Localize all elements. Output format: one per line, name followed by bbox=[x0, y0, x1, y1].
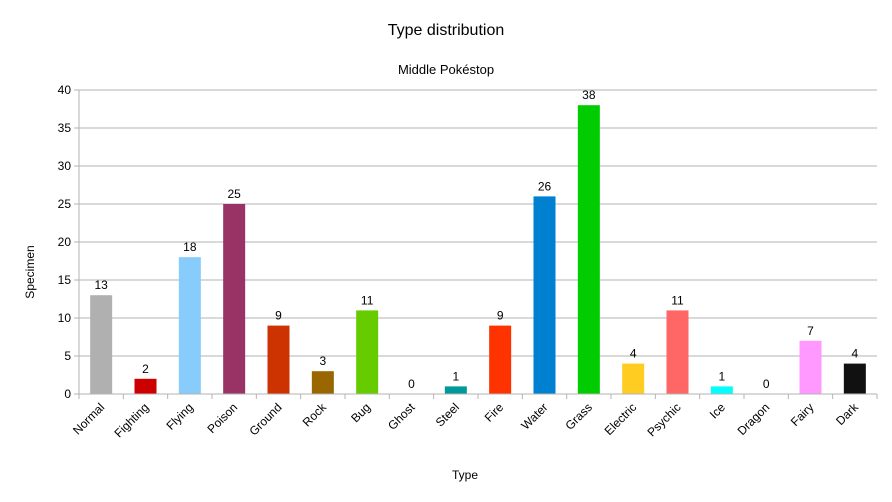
bar-poison bbox=[223, 204, 246, 394]
value-label-fairy: 7 bbox=[807, 324, 814, 338]
x-tick-label-dark: Dark bbox=[833, 400, 862, 429]
x-tick-label-dragon: Dragon bbox=[735, 400, 773, 438]
grid-lines bbox=[79, 89, 877, 395]
x-tick-label-psychic: Psychic bbox=[644, 400, 683, 439]
value-label-rock: 3 bbox=[319, 354, 326, 368]
value-label-ice: 1 bbox=[718, 369, 725, 383]
bar-steel bbox=[444, 386, 467, 394]
bar-water bbox=[533, 196, 556, 394]
y-tick-label: 10 bbox=[58, 311, 72, 325]
value-label-poison: 25 bbox=[227, 187, 241, 201]
x-tick-label-water: Water bbox=[518, 400, 550, 432]
value-label-steel: 1 bbox=[452, 369, 459, 383]
bar-rock bbox=[311, 371, 334, 394]
x-tick-label-ground: Ground bbox=[246, 400, 284, 438]
value-label-fire: 9 bbox=[497, 309, 504, 323]
value-label-ghost: 0 bbox=[408, 377, 415, 391]
value-label-grass: 38 bbox=[582, 88, 596, 102]
value-label-fighting: 2 bbox=[142, 362, 149, 376]
y-tick-label: 25 bbox=[58, 197, 72, 211]
bar-bug bbox=[356, 310, 379, 394]
bar-fairy bbox=[799, 340, 822, 394]
x-tick-label-ice: Ice bbox=[707, 400, 728, 421]
y-axis-ticks: 0 5 10 15 20 25 30 35 40 bbox=[58, 83, 79, 401]
y-tick-label: 0 bbox=[64, 387, 71, 401]
bar-psychic bbox=[666, 310, 689, 394]
bar-flying bbox=[178, 257, 201, 394]
x-tick-label-fairy: Fairy bbox=[788, 400, 817, 429]
axes bbox=[78, 90, 878, 399]
bar-normal bbox=[90, 295, 113, 394]
value-label-flying: 18 bbox=[183, 240, 197, 254]
bar-fire bbox=[489, 325, 512, 394]
y-axis-title: Specimen bbox=[23, 245, 37, 298]
y-tick-label: 40 bbox=[58, 83, 72, 97]
x-axis-category-labels: Normal Fighting Flying Poison Ground Rock Bug G… bbox=[70, 400, 862, 441]
value-label-electric: 4 bbox=[630, 347, 637, 361]
x-tick-label-electric: Electric bbox=[602, 400, 640, 438]
value-label-dragon: 0 bbox=[763, 377, 770, 391]
bars bbox=[90, 105, 866, 394]
y-tick-label: 35 bbox=[58, 121, 72, 135]
value-label-water: 26 bbox=[538, 179, 552, 193]
chart-title: Type distribution bbox=[388, 22, 505, 39]
x-tick-label-flying: Flying bbox=[163, 400, 196, 433]
value-label-normal: 13 bbox=[94, 278, 108, 292]
bar-ground bbox=[267, 325, 290, 394]
x-tick-label-rock: Rock bbox=[300, 400, 330, 430]
bar-dark bbox=[843, 363, 866, 394]
x-tick-label-normal: Normal bbox=[70, 400, 107, 437]
x-tick-label-fire: Fire bbox=[482, 400, 507, 425]
value-label-dark: 4 bbox=[851, 347, 858, 361]
x-axis-title: Type bbox=[452, 468, 478, 482]
value-label-ground: 9 bbox=[275, 309, 282, 323]
x-tick-label-grass: Grass bbox=[562, 400, 595, 433]
bar-fighting bbox=[134, 378, 157, 394]
x-tick-label-bug: Bug bbox=[348, 400, 373, 425]
bar-ice bbox=[710, 386, 733, 394]
chart-subtitle: Middle Pokéstop bbox=[398, 62, 494, 77]
y-tick-label: 15 bbox=[58, 273, 72, 287]
bar-grass bbox=[577, 105, 600, 394]
x-tick-label-fighting: Fighting bbox=[112, 400, 152, 440]
bar-electric bbox=[622, 363, 645, 394]
x-tick-label-steel: Steel bbox=[433, 400, 462, 429]
y-tick-label: 5 bbox=[64, 349, 71, 363]
x-tick-label-poison: Poison bbox=[204, 400, 240, 436]
value-label-bug: 11 bbox=[361, 293, 374, 307]
y-tick-label: 30 bbox=[58, 159, 72, 173]
x-tick-label-ghost: Ghost bbox=[385, 400, 418, 433]
value-label-psychic: 11 bbox=[671, 293, 684, 307]
y-tick-label: 20 bbox=[58, 235, 72, 249]
